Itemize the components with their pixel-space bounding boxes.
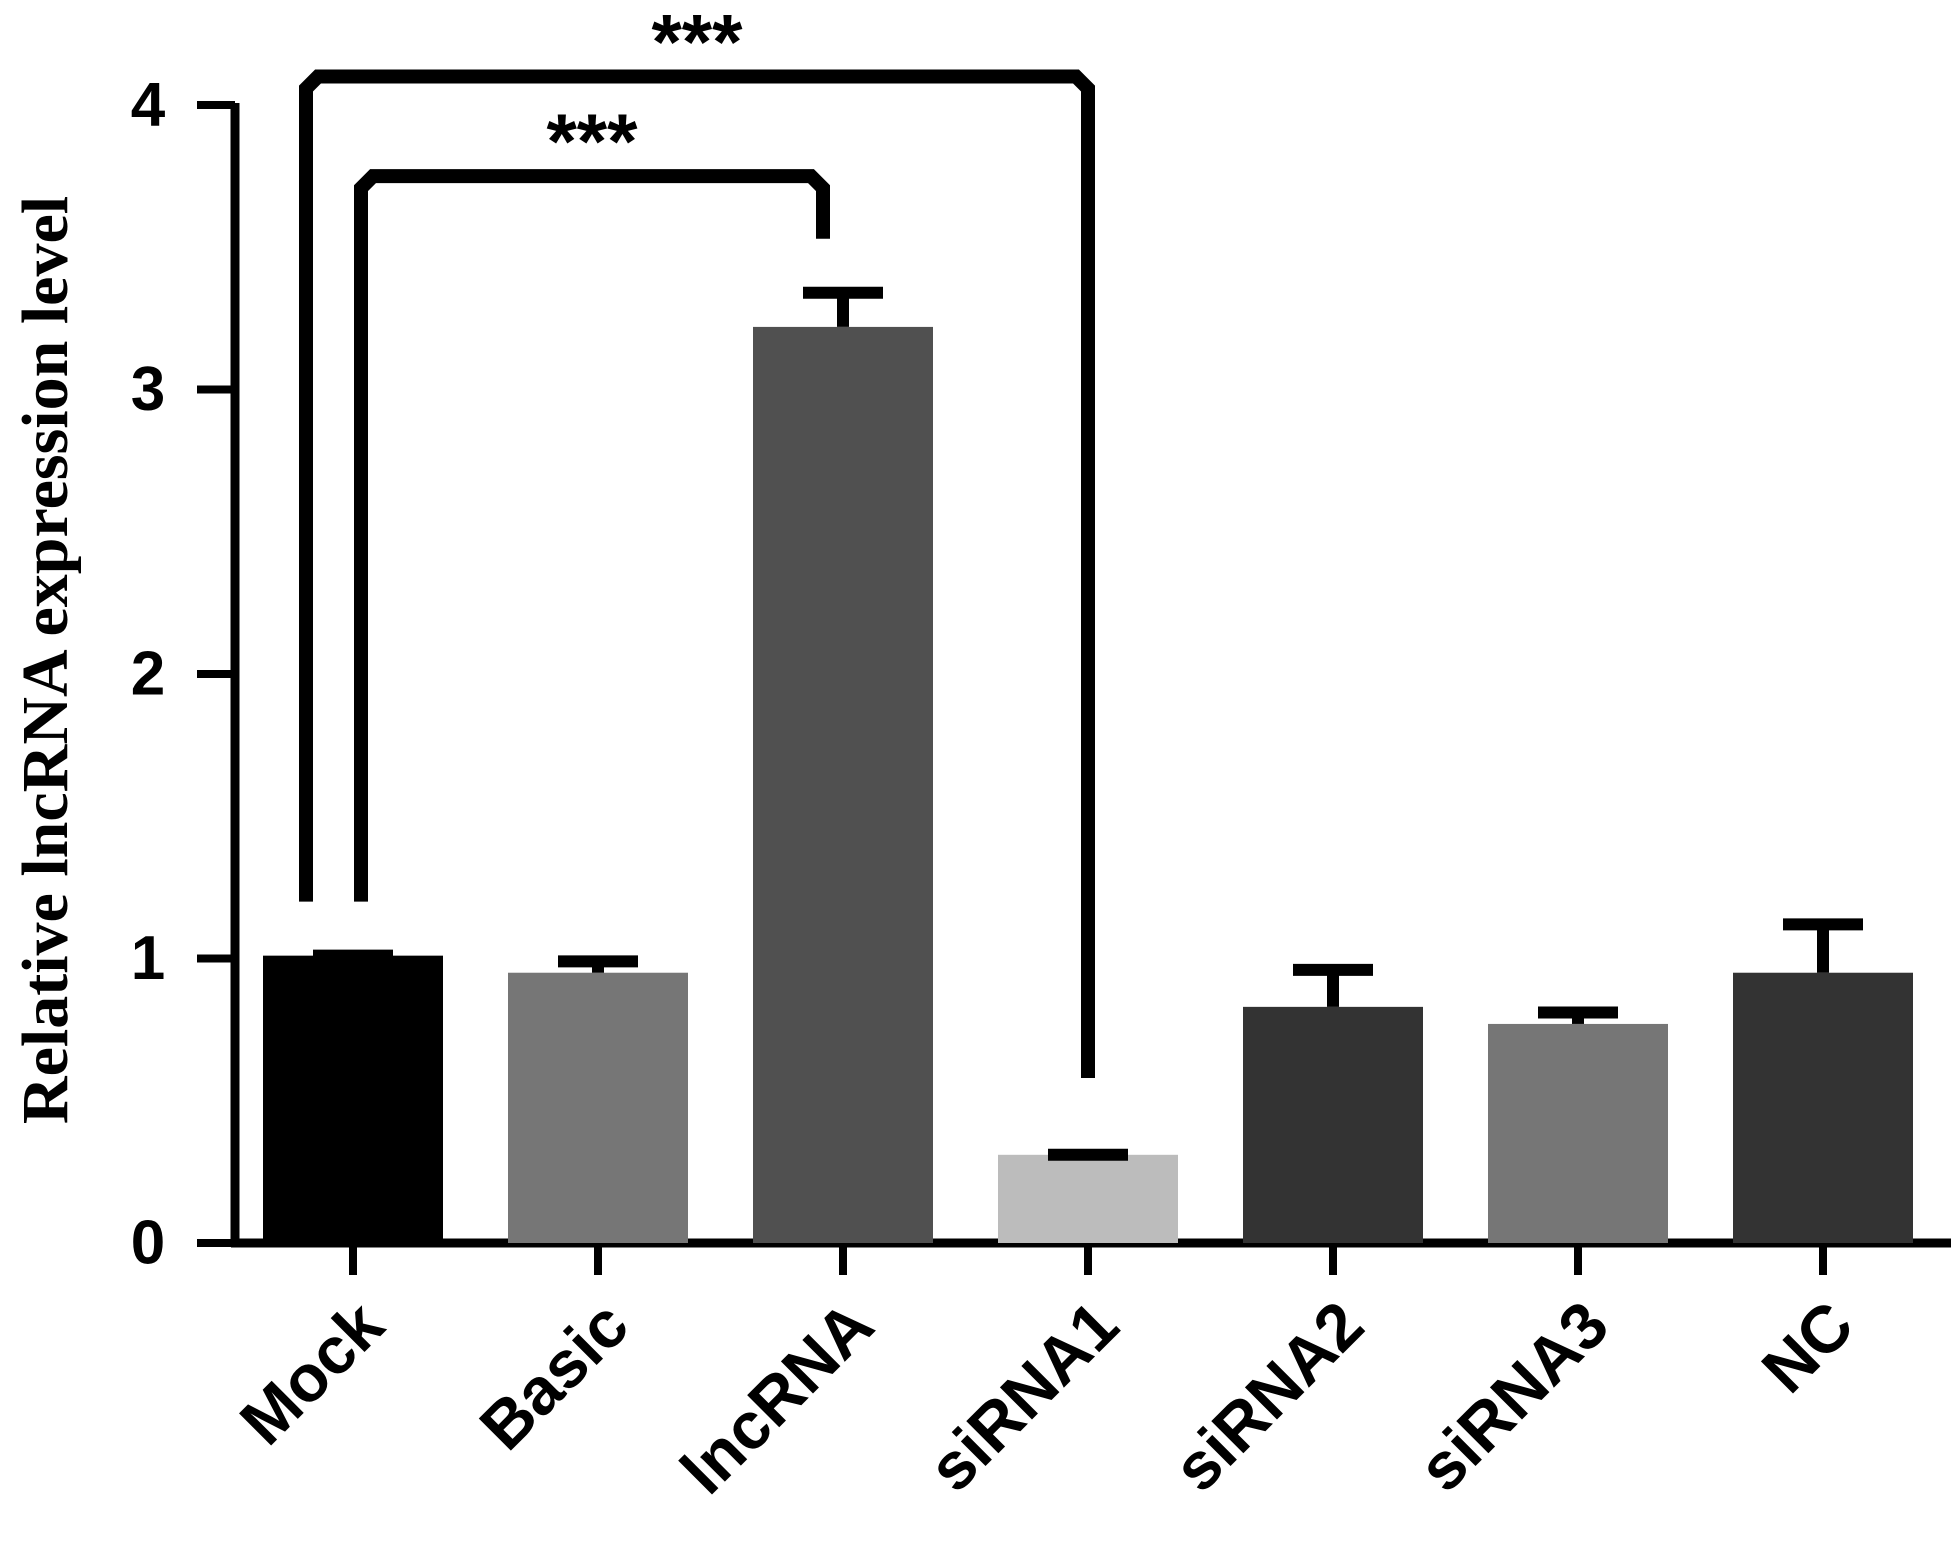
bar-sirna3 bbox=[1488, 1023, 1668, 1243]
x-tick-label: NC bbox=[1747, 1287, 1867, 1407]
x-tick-label: siRNA3 bbox=[1404, 1287, 1622, 1505]
error-bars bbox=[313, 286, 1863, 1161]
y-tick-label: 1 bbox=[131, 924, 165, 993]
bar-sirna2 bbox=[1243, 1006, 1423, 1243]
x-tick-label: siRNA2 bbox=[1159, 1287, 1377, 1505]
y-axis-label: Relative lncRNA expression level bbox=[9, 196, 82, 1124]
significance-label: *** bbox=[546, 97, 638, 185]
x-axis: Mock Basic lncRNA siRNA1 siRNA2 siRNA3 NC bbox=[226, 1238, 1951, 1508]
significance-label: *** bbox=[651, 0, 743, 86]
significance-brackets: ****** bbox=[299, 0, 1095, 1078]
y-tick-label: 3 bbox=[131, 355, 165, 424]
bar-lncrna bbox=[753, 326, 933, 1243]
x-tick-label: lncRNA bbox=[666, 1287, 887, 1508]
y-axis: 0 1 2 3 4 bbox=[131, 71, 240, 1278]
bar-sirna1 bbox=[998, 1154, 1178, 1243]
significance-bracket bbox=[354, 169, 830, 902]
y-tick-label: 2 bbox=[131, 640, 165, 709]
x-tick-label: Basic bbox=[465, 1287, 642, 1464]
bar-nc bbox=[1733, 972, 1913, 1243]
bars bbox=[263, 326, 1913, 1243]
bar-basic bbox=[508, 972, 688, 1243]
bar-mock bbox=[263, 955, 443, 1243]
y-tick-label: 4 bbox=[131, 71, 166, 140]
y-tick-label: 0 bbox=[131, 1209, 165, 1278]
significance-bracket bbox=[299, 69, 1095, 1078]
x-tick-label: siRNA1 bbox=[914, 1287, 1132, 1505]
x-tick-label: Mock bbox=[226, 1287, 398, 1459]
